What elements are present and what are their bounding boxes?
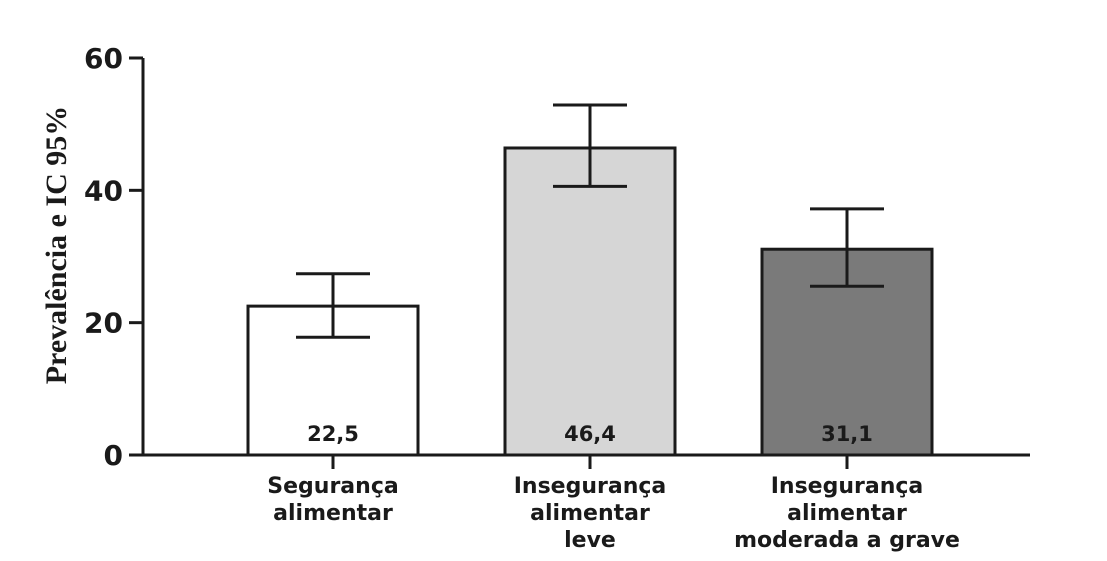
x-tick-label: Segurança alimentar	[267, 474, 398, 526]
value-label: 31,1	[821, 422, 873, 446]
y-tick-label: 60	[84, 42, 123, 75]
y-axis: 0 20 40 60	[84, 42, 145, 472]
x-axis: Segurança alimentar Insegurança alimentar le…	[143, 453, 1030, 553]
x-tick-label: Insegurança alimentar leve	[514, 474, 667, 553]
y-axis-title: Prevalência e IC 95%	[40, 106, 73, 385]
value-label: 46,4	[564, 422, 616, 446]
y-tick-label: 40	[84, 174, 123, 207]
x-tick-label: Insegurança alimentar moderada a grave	[734, 474, 960, 553]
y-tick-label: 0	[104, 439, 123, 472]
value-label: 22,5	[307, 422, 359, 446]
bars: 22,5 46,4 31,1	[246, 103, 934, 457]
y-tick-label: 20	[84, 307, 123, 340]
bar	[503, 146, 677, 457]
